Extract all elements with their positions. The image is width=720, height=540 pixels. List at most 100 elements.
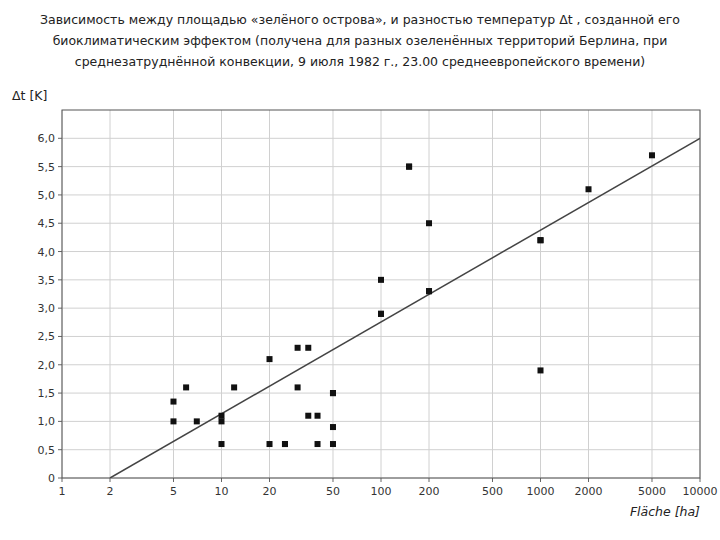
- point: [295, 345, 301, 351]
- grid-line-y: [62, 393, 700, 394]
- data: [110, 138, 700, 478]
- tick-label-y: 5,5: [38, 161, 56, 174]
- tick-y: [58, 279, 62, 280]
- tick-y: [58, 478, 62, 479]
- point: [219, 441, 225, 447]
- tick-label-x: 10: [215, 485, 229, 498]
- grid-line-y: [62, 166, 700, 167]
- tick-y: [58, 251, 62, 252]
- point: [426, 288, 432, 294]
- tick-y: [58, 223, 62, 224]
- tick-y: [58, 194, 62, 195]
- point: [267, 441, 273, 447]
- tick-label-y: 5,0: [38, 189, 56, 202]
- tick-label-x: 20: [263, 485, 277, 498]
- grid-line-y: [62, 223, 700, 224]
- grid-line-x: [110, 110, 111, 478]
- point: [330, 390, 336, 396]
- tick-x: [588, 478, 589, 482]
- tick-label-x: 2000: [575, 485, 603, 498]
- point: [219, 418, 225, 424]
- tick-label-y: 4,0: [38, 246, 56, 259]
- tick-label-y: 2,5: [38, 330, 56, 343]
- point: [282, 441, 288, 447]
- point: [406, 164, 412, 170]
- tick-label-y: 0,5: [38, 444, 56, 457]
- tick-x: [173, 478, 174, 482]
- point: [538, 237, 544, 243]
- grid-line-x: [588, 110, 589, 478]
- tick-x: [492, 478, 493, 482]
- y-axis-label: Δt [K]: [12, 88, 47, 103]
- plot-area: [62, 110, 700, 478]
- point: [170, 399, 176, 405]
- point: [315, 413, 321, 419]
- tick-y: [58, 421, 62, 422]
- tick-y: [58, 364, 62, 365]
- tick-x: [700, 478, 701, 482]
- grid-line-x: [492, 110, 493, 478]
- tick-y: [58, 166, 62, 167]
- tick-y: [58, 449, 62, 450]
- chart: Зависимость между площадью «зелёного ост…: [0, 0, 720, 540]
- tick-label-x: 10000: [683, 485, 718, 498]
- point: [305, 413, 311, 419]
- point: [194, 418, 200, 424]
- tick-x: [269, 478, 270, 482]
- point: [378, 277, 384, 283]
- point: [282, 441, 288, 447]
- point: [538, 237, 544, 243]
- tick-x: [110, 478, 111, 482]
- point: [267, 356, 273, 362]
- point: [538, 367, 544, 373]
- tick-label-y: 0: [48, 472, 55, 485]
- tick-label-y: 2,0: [38, 359, 56, 372]
- grid-line-y: [62, 138, 700, 139]
- plot-frame: [62, 110, 700, 478]
- point: [315, 441, 321, 447]
- point: [406, 164, 412, 170]
- point: [330, 424, 336, 430]
- point: [170, 418, 176, 424]
- title: биоклиматическим эффектом (получена для …: [53, 33, 668, 48]
- point: [219, 413, 225, 419]
- tick-y: [58, 393, 62, 394]
- tick-label-y: 1,5: [38, 387, 56, 400]
- tick-label-x: 200: [419, 485, 440, 498]
- grid-line-y: [62, 336, 700, 337]
- grid-line-y: [62, 308, 700, 309]
- grid-line-x: [269, 110, 270, 478]
- tick-label-x: 5000: [638, 485, 666, 498]
- tick-label-y: 3,0: [38, 302, 56, 315]
- tick-x: [381, 478, 382, 482]
- tick-x: [540, 478, 541, 482]
- point: [378, 311, 384, 317]
- tick-label-x: 1000: [527, 485, 555, 498]
- tick-label-y: 1,0: [38, 415, 56, 428]
- tick-y: [58, 336, 62, 337]
- point: [231, 384, 237, 390]
- x-axis-label: Fläche [ha]: [630, 504, 700, 519]
- grid-line-y: [62, 251, 700, 252]
- grid-line-y: [62, 364, 700, 365]
- axes: 1251020501002005001000200050001000000,51…: [38, 132, 718, 498]
- grid-line-x: [332, 110, 333, 478]
- tick-label-y: 3,5: [38, 274, 56, 287]
- point: [649, 152, 655, 158]
- point: [378, 311, 384, 317]
- tick-label-x: 1: [59, 485, 66, 498]
- tick-x: [429, 478, 430, 482]
- trend-line: [110, 138, 700, 478]
- tick-label-y: 6,0: [38, 132, 56, 145]
- grid: [62, 110, 700, 478]
- tick-x: [332, 478, 333, 482]
- tick-label-y: 4,5: [38, 217, 56, 230]
- point: [330, 390, 336, 396]
- point: [426, 288, 432, 294]
- point: [330, 441, 336, 447]
- tick-x: [651, 478, 652, 482]
- tick-label-x: 50: [326, 485, 340, 498]
- point: [426, 220, 432, 226]
- point: [330, 390, 336, 396]
- tick-y: [58, 308, 62, 309]
